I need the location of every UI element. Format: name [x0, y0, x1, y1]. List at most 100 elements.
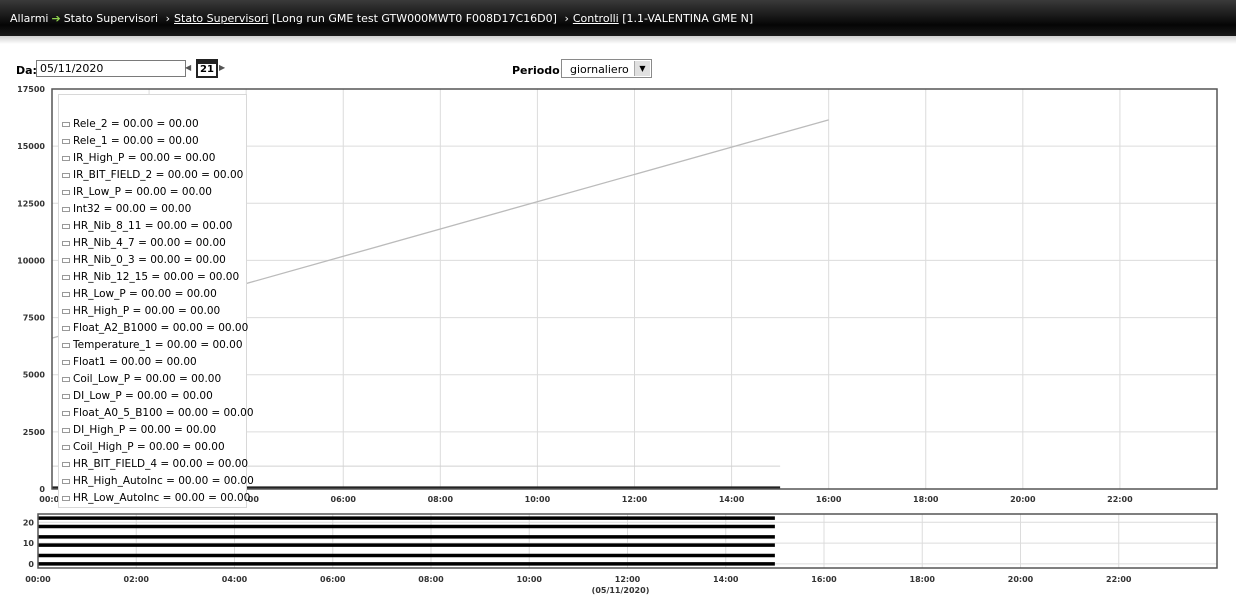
- legend-item[interactable]: HR_BIT_FIELD_4 = 00.00 = 00.00: [59, 456, 249, 473]
- breadcrumb-stato-supervisori: Stato Supervisori: [63, 12, 159, 25]
- period-select[interactable]: giornaliero ▼: [561, 59, 652, 78]
- breadcrumb-separator-icon: ›: [564, 12, 569, 25]
- legend-item[interactable]: IR_Low_P = 00.00 = 00.00: [59, 184, 246, 201]
- chevron-down-icon[interactable]: ▼: [634, 61, 650, 76]
- breadcrumb-allarmi[interactable]: Allarmi: [10, 12, 49, 25]
- legend-swatch-icon: [62, 138, 70, 144]
- legend-item[interactable]: Coil_High_P = 00.00 = 00.00: [59, 439, 246, 456]
- legend-item[interactable]: Float1 = 00.00 = 00.00: [59, 354, 246, 371]
- legend-swatch-icon: [62, 274, 70, 280]
- legend-item[interactable]: Coil_Low_P = 00.00 = 00.00: [59, 371, 246, 388]
- period-label: Periodo:: [512, 64, 565, 77]
- legend-label: HR_Nib_0_3 = 00.00 = 00.00: [73, 254, 226, 266]
- main-x-tick-label: 06:00: [331, 495, 357, 504]
- legend-label: Float1 = 00.00 = 00.00: [73, 356, 197, 368]
- legend-swatch-icon: [62, 325, 70, 331]
- legend-item[interactable]: HR_Nib_8_11 = 00.00 = 00.00: [59, 218, 246, 235]
- legend-label: Float_A0_5_B100 = 00.00 = 00.00: [73, 407, 254, 419]
- legend-label: Int32 = 00.00 = 00.00: [73, 203, 192, 215]
- legend-item[interactable]: DI_Low_P = 00.00 = 00.00: [59, 388, 246, 405]
- legend-label: DI_High_P = 00.00 = 00.00: [73, 424, 217, 436]
- overview-x-tick-label: 22:00: [1106, 575, 1132, 584]
- main-plot-border: [51, 88, 1218, 490]
- main-x-tick-label: 20:00: [1010, 495, 1036, 504]
- main-x-tick-label: 12:00: [622, 495, 648, 504]
- legend-swatch-icon: [62, 444, 70, 450]
- overview-y-tick-label: 10: [23, 539, 35, 548]
- legend-item[interactable]: Float_A0_5_B100 = 00.00 = 00.00: [59, 405, 254, 422]
- legend-swatch-icon: [62, 376, 70, 382]
- legend-swatch-icon: [62, 427, 70, 433]
- legend-item[interactable]: IR_BIT_FIELD_2 = 00.00 = 00.00: [59, 167, 246, 184]
- legend-item[interactable]: HR_Nib_0_3 = 00.00 = 00.00: [59, 252, 246, 269]
- overview-x-axis-label: (05/11/2020): [592, 586, 650, 595]
- legend-label: Rele_2 = 00.00 = 00.00: [73, 118, 199, 130]
- main-x-tick-label: 14:00: [719, 495, 745, 504]
- main-y-tick-label: 5000: [23, 371, 46, 380]
- breadcrumb: Allarmi ➔ Stato Supervisori › Stato Supervi…: [10, 12, 753, 25]
- legend-item[interactable]: Temperature_1 = 00.00 = 00.00: [59, 337, 246, 354]
- legend-label: HR_Nib_12_15 = 00.00 = 00.00: [73, 271, 240, 283]
- prev-day-icon[interactable]: ◀: [185, 63, 192, 72]
- main-x-tick-label: 00:00: [39, 495, 65, 504]
- legend-item[interactable]: HR_High_AutoInc = 00.00 = 00.00: [59, 473, 254, 490]
- legend-swatch-icon: [62, 172, 70, 178]
- legend-swatch-icon: [62, 121, 70, 127]
- legend-item[interactable]: HR_Low_AutoInc = 00.00 = 00.00: [59, 490, 250, 507]
- overview-plot-border: [37, 513, 1218, 569]
- legend-swatch-icon: [62, 189, 70, 195]
- legend-item[interactable]: IR_High_P = 00.00 = 00.00: [59, 150, 246, 167]
- legend-swatch-icon: [62, 410, 70, 416]
- legend-swatch-icon: [62, 223, 70, 229]
- breadcrumb-controlli-link[interactable]: Controlli: [572, 12, 619, 25]
- chart-legend: Rele_2 = 00.00 = 00.00 Rele_1 = 00.00 = 0…: [58, 94, 254, 508]
- overview-x-tick-label: 02:00: [124, 575, 150, 584]
- main-y-tick-label: 15000: [17, 142, 45, 151]
- main-y-tick-label: 0: [39, 485, 45, 494]
- legend-item[interactable]: HR_Nib_4_7 = 00.00 = 00.00: [59, 235, 246, 252]
- legend-item[interactable]: Float_A2_B1000 = 00.00 = 00.00: [59, 320, 248, 337]
- overview-x-tick-label: 08:00: [418, 575, 444, 584]
- legend-label: IR_BIT_FIELD_2 = 00.00 = 00.00: [73, 169, 244, 181]
- legend-item[interactable]: DI_High_P = 00.00 = 00.00: [59, 422, 246, 439]
- overview-y-tick-label: 0: [28, 560, 34, 569]
- legend-swatch-icon: [62, 495, 70, 501]
- legend-item[interactable]: HR_Low_P = 00.00 = 00.00: [59, 286, 246, 303]
- overview-x-tick-label: 10:00: [517, 575, 543, 584]
- legend-swatch-icon: [62, 308, 70, 314]
- legend-label: HR_BIT_FIELD_4 = 00.00 = 00.00: [73, 458, 249, 470]
- next-day-icon[interactable]: ▶: [219, 63, 226, 72]
- legend-swatch-icon: [62, 478, 70, 484]
- main-x-tick-label: 08:00: [428, 495, 454, 504]
- legend-label: HR_Low_P = 00.00 = 00.00: [73, 288, 217, 300]
- legend-item[interactable]: Rele_2 = 00.00 = 00.00: [59, 116, 246, 133]
- main-x-tick-label: 10:00: [525, 495, 551, 504]
- legend-item[interactable]: Int32 = 00.00 = 00.00: [59, 201, 246, 218]
- overview-x-tick-label: 20:00: [1008, 575, 1034, 584]
- legend-label: Rele_1 = 00.00 = 00.00: [73, 135, 199, 147]
- breadcrumb-controller-name: [1.1-VALENTINA GME N]: [622, 12, 754, 25]
- legend-label: DI_Low_P = 00.00 = 00.00: [73, 390, 213, 402]
- legend-item[interactable]: HR_High_P = 00.00 = 00.00: [59, 303, 246, 320]
- legend-label: HR_Low_AutoInc = 00.00 = 00.00: [73, 492, 251, 504]
- legend-label: HR_Nib_8_11 = 00.00 = 00.00: [73, 220, 233, 232]
- legend-label: HR_High_P = 00.00 = 00.00: [73, 305, 221, 317]
- main-y-tick-label: 7500: [23, 314, 46, 323]
- breadcrumb-supervisor-name: [Long run GME test GTW000MWT0 F008D17C16…: [271, 12, 557, 25]
- legend-swatch-icon: [62, 461, 70, 467]
- calendar-icon[interactable]: 21: [196, 59, 218, 78]
- date-label: Da:: [16, 64, 37, 77]
- header-shadow: [0, 36, 1236, 44]
- legend-label: Coil_High_P = 00.00 = 00.00: [73, 441, 225, 453]
- arrow-right-icon: ➔: [51, 12, 61, 25]
- main-y-tick-label: 12500: [17, 199, 45, 208]
- legend-item[interactable]: Rele_1 = 00.00 = 00.00: [59, 133, 246, 150]
- overview-x-tick-label: 12:00: [615, 575, 641, 584]
- breadcrumb-stato-supervisori-link[interactable]: Stato Supervisori: [174, 12, 269, 25]
- legend-label: IR_High_P = 00.00 = 00.00: [73, 152, 216, 164]
- main-y-tick-label: 2500: [23, 428, 46, 437]
- date-input[interactable]: [36, 60, 186, 77]
- legend-item[interactable]: HR_Nib_12_15 = 00.00 = 00.00: [59, 269, 246, 286]
- legend-label: Temperature_1 = 00.00 = 00.00: [73, 339, 243, 351]
- legend-swatch-icon: [62, 359, 70, 365]
